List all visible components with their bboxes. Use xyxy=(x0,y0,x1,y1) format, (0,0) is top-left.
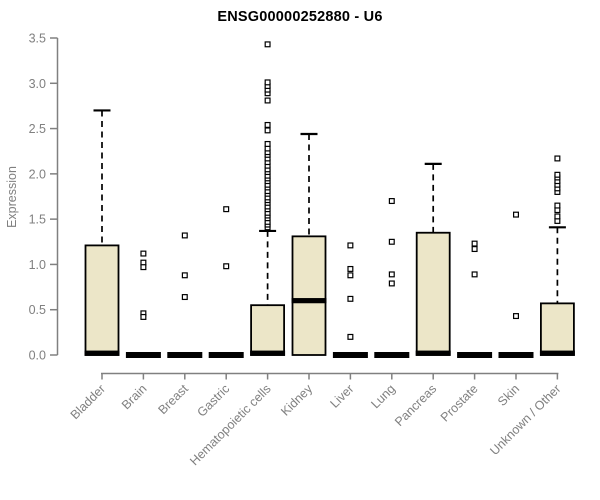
category-label-breast: Breast xyxy=(155,381,191,417)
y-tick-label: 1.5 xyxy=(29,213,46,227)
median-line xyxy=(332,352,368,358)
box xyxy=(291,235,327,356)
category-label-prostate: Prostate xyxy=(438,382,481,425)
boxplot-breast xyxy=(167,232,203,358)
median-line xyxy=(208,352,244,358)
median-line xyxy=(125,352,161,358)
outlier-point xyxy=(512,211,519,218)
outlier-point xyxy=(181,232,188,239)
category-label-brain: Brain xyxy=(119,382,150,413)
outlier-point xyxy=(223,206,230,213)
category-label-liver: Liver xyxy=(327,382,356,411)
boxplot-skin xyxy=(498,211,534,358)
median-line xyxy=(167,352,203,358)
boxplot-gastric xyxy=(208,206,244,358)
outlier-point xyxy=(347,265,354,272)
category-label-hematopoietic-cells: Hematopoietic cells xyxy=(187,382,274,469)
outlier-point xyxy=(471,240,478,247)
y-tick-label: 0.5 xyxy=(29,303,46,317)
outlier-point xyxy=(140,264,147,271)
boxplot-pancreas xyxy=(415,162,451,356)
outlier-point xyxy=(554,171,561,178)
outlier-point xyxy=(554,155,561,162)
outlier-point xyxy=(554,213,561,220)
outlier-point xyxy=(347,242,354,249)
outlier-point xyxy=(347,272,354,279)
outlier-point xyxy=(264,97,271,104)
outlier-point xyxy=(264,121,271,128)
y-tick-label: 0.0 xyxy=(29,349,46,363)
box xyxy=(250,304,286,356)
outlier-point xyxy=(181,294,188,301)
outlier-point xyxy=(347,333,354,340)
chart-title: ENSG00000252880 - U6 xyxy=(217,9,383,25)
outlier-point xyxy=(512,313,519,320)
boxplot-bladder xyxy=(84,109,120,356)
outlier-point xyxy=(388,198,395,205)
median-line xyxy=(250,350,286,356)
boxplot-lung xyxy=(374,198,410,358)
outlier-point xyxy=(264,127,271,134)
box xyxy=(540,302,575,356)
boxplot-hematopoietic-cells xyxy=(250,41,286,356)
category-label-lung: Lung xyxy=(368,382,398,412)
median-line xyxy=(291,298,327,304)
outlier-point xyxy=(347,295,354,302)
outlier-point xyxy=(388,238,395,245)
category-label-pancreas: Pancreas xyxy=(392,382,439,429)
outlier-point xyxy=(181,272,188,279)
y-tick-label: 1.0 xyxy=(29,258,46,272)
category-label-unknown-other: Unknown / Other xyxy=(487,382,563,458)
category-label-skin: Skin xyxy=(495,382,522,409)
outlier-point xyxy=(140,313,147,320)
outlier-point xyxy=(554,202,561,209)
median-line xyxy=(457,352,493,358)
boxplot-liver xyxy=(332,242,368,358)
outlier-point xyxy=(264,140,271,147)
median-line xyxy=(498,352,534,358)
category-label-gastric: Gastric xyxy=(194,382,232,420)
category-label-kidney: Kidney xyxy=(278,381,315,418)
y-tick-label: 3.5 xyxy=(29,32,46,46)
outlier-point xyxy=(471,246,478,253)
median-line xyxy=(84,350,120,356)
y-tick-label: 2.0 xyxy=(29,167,46,181)
outlier-point xyxy=(264,41,271,48)
y-tick-label: 3.0 xyxy=(29,77,46,91)
outlier-point xyxy=(388,280,395,287)
median-line xyxy=(415,350,451,356)
boxplot-unknown-other xyxy=(539,155,575,356)
outlier-point xyxy=(264,79,271,86)
median-line xyxy=(539,350,575,356)
box xyxy=(84,244,120,356)
boxplot-prostate xyxy=(457,240,493,358)
boxplot-kidney xyxy=(291,132,327,356)
outlier-point xyxy=(471,271,478,278)
box xyxy=(415,231,451,356)
outlier-point xyxy=(140,250,147,257)
median-line xyxy=(374,352,410,358)
outlier-point xyxy=(223,263,230,270)
outlier-point xyxy=(388,271,395,278)
boxplot-brain xyxy=(125,250,161,358)
category-label-bladder: Bladder xyxy=(68,382,108,422)
y-tick-label: 2.5 xyxy=(29,122,46,136)
